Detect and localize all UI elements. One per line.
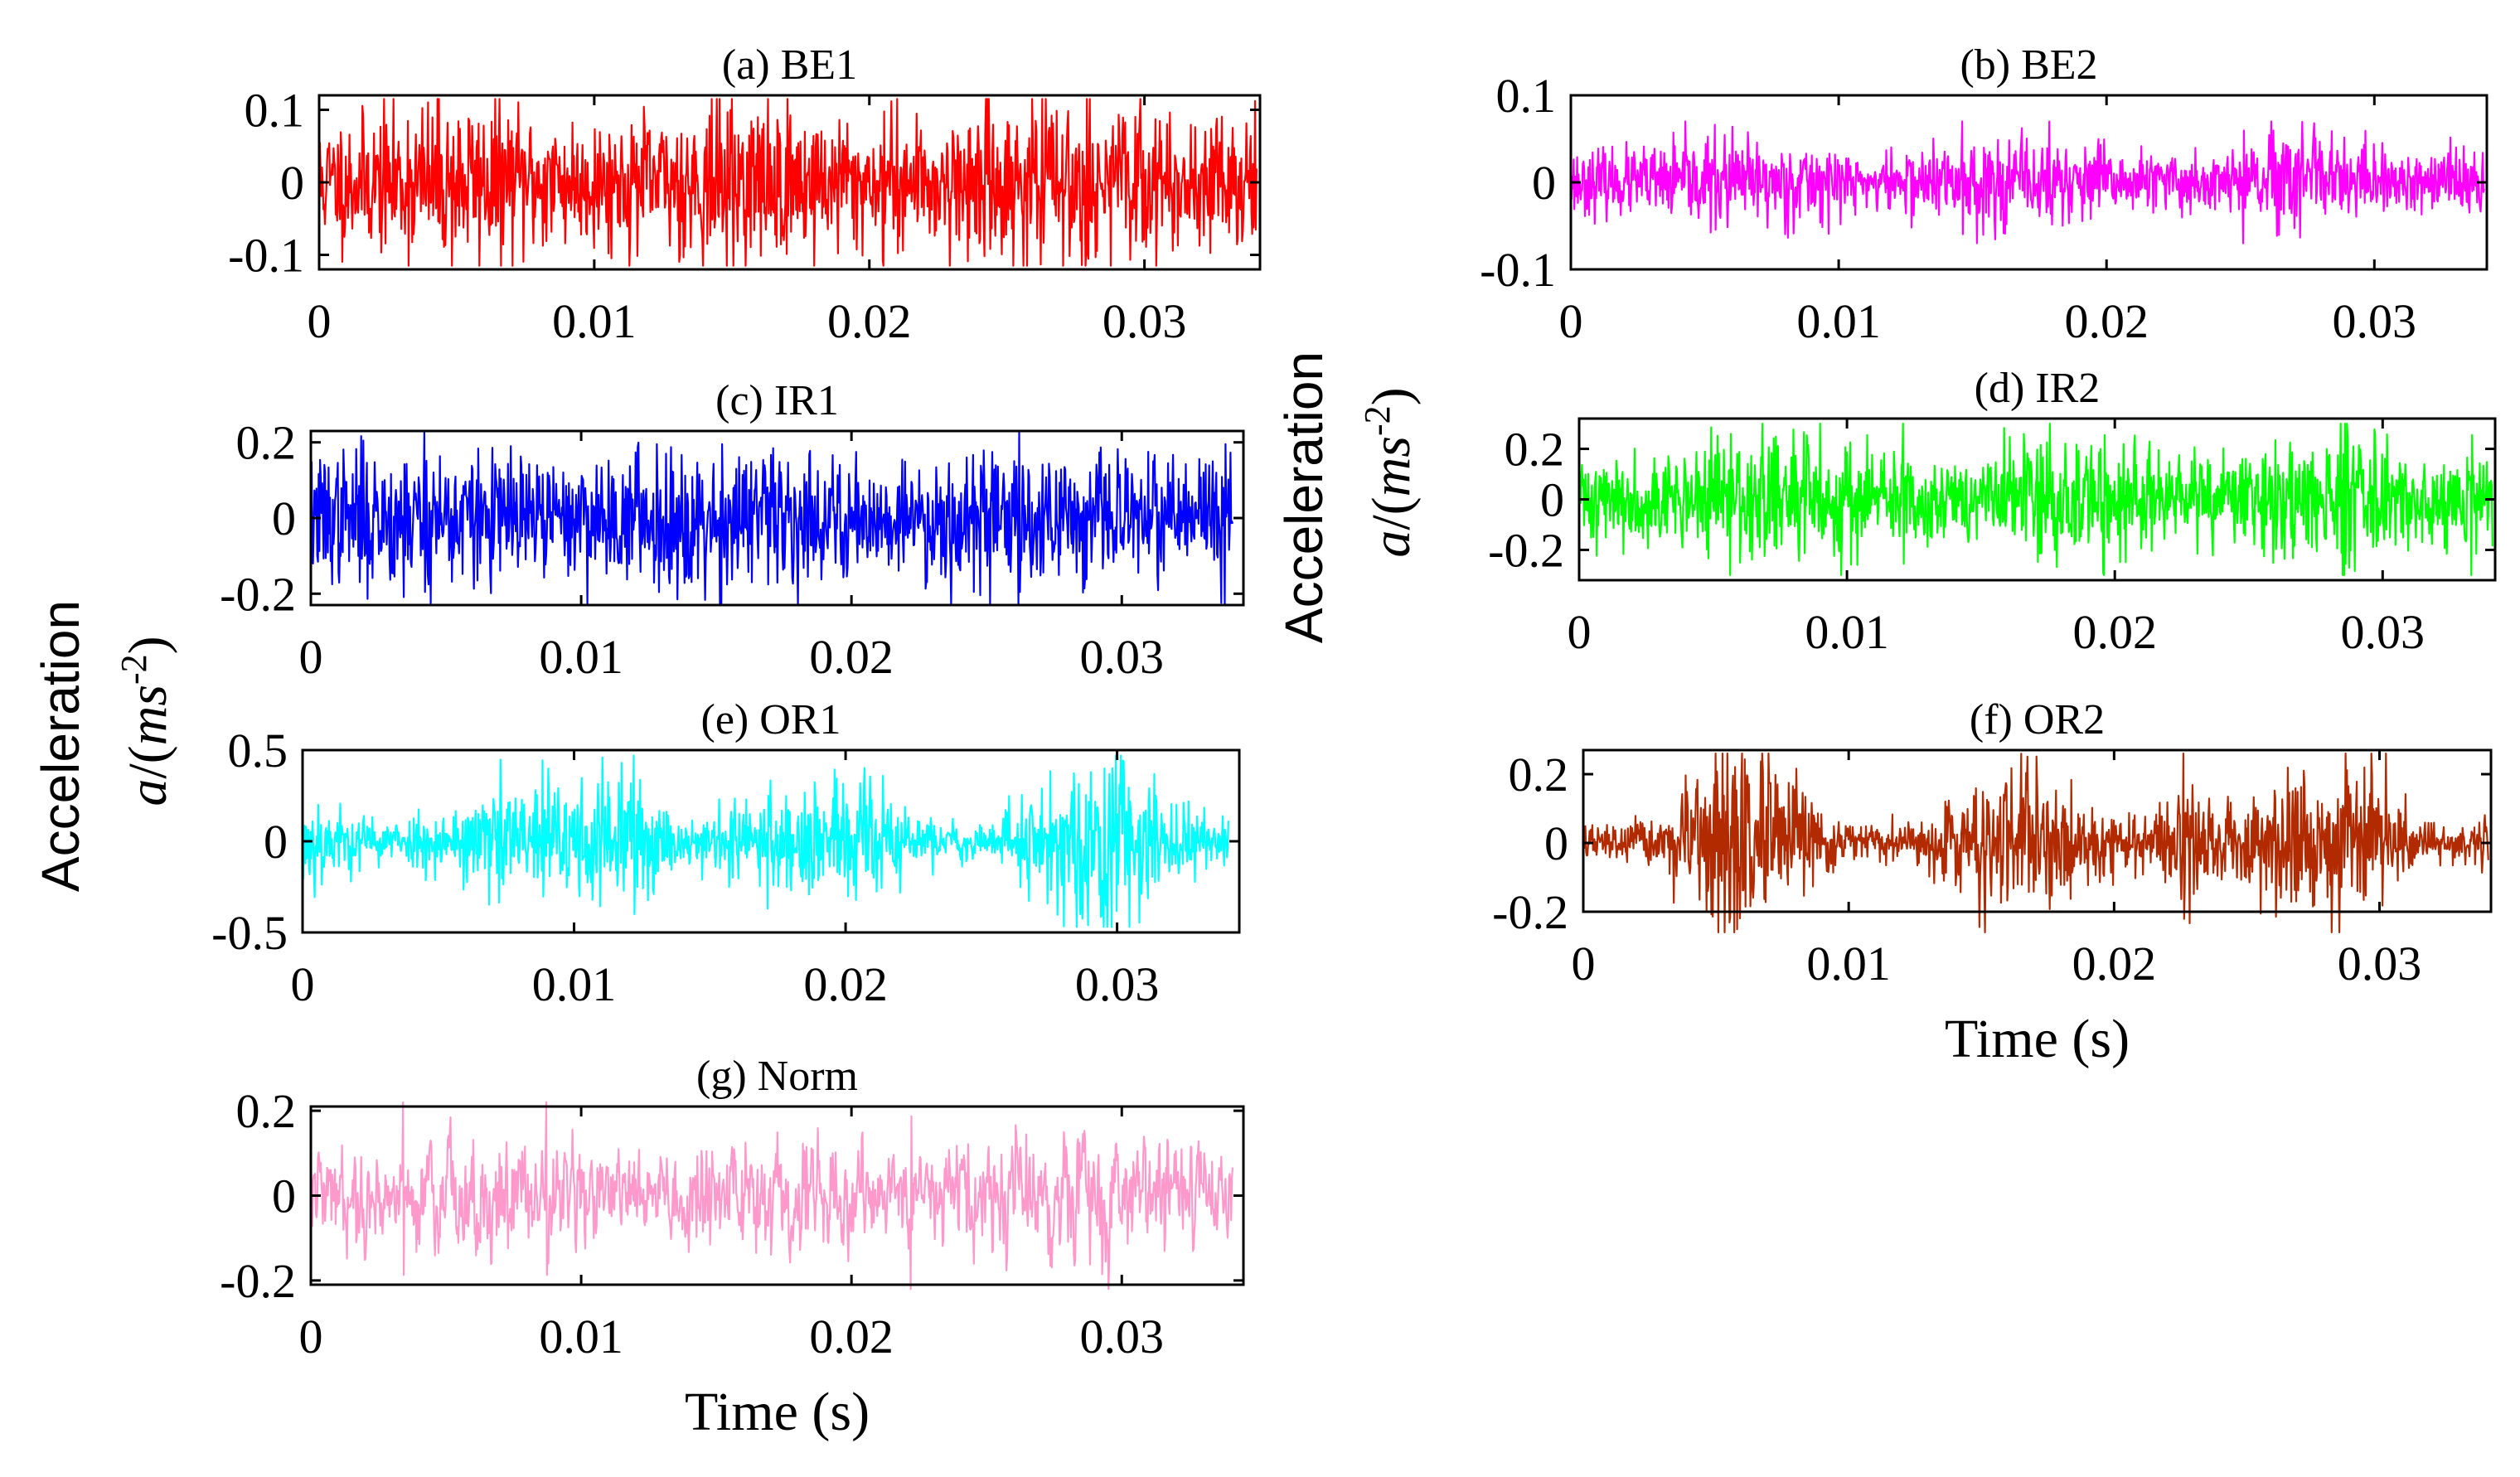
x-tick-label: 0.02 [809, 630, 894, 684]
y-tick-label: 0.2 [1505, 423, 1565, 477]
y-tick-label: -0.1 [228, 229, 304, 283]
subplot-title-d: (d) IR2 [1975, 365, 2101, 412]
subplot-title-a: (a) BE1 [722, 41, 857, 89]
y-tick-label: -0.1 [1480, 243, 1556, 297]
x-tick-label: 0.03 [2333, 294, 2417, 348]
x-tick-label: 0.02 [809, 1310, 894, 1363]
x-tick-label: 0.01 [539, 630, 623, 684]
x-tick-label: 0.03 [2338, 937, 2422, 990]
x-tick-label: 0.02 [803, 957, 888, 1011]
axes-frame-f [1582, 748, 2493, 913]
subplot-title-b: (b) BE2 [1960, 41, 2097, 89]
left-shared-ylabel: Acceleration a/(ms-2) [31, 600, 178, 892]
left-ylabel-unit: ms [118, 685, 178, 745]
subplot-title-c: (c) IR1 [715, 377, 839, 424]
y-tick-label: 0 [272, 1169, 296, 1223]
series-line-BE2 [1570, 120, 2485, 245]
y-tick-label: 0 [1540, 473, 1564, 527]
x-tick-label: 0 [1559, 294, 1583, 348]
x-tick-label: 0 [299, 630, 323, 684]
series-line-BE1 [317, 98, 1258, 267]
x-tick-label: 0.01 [532, 957, 617, 1011]
subplot-d: 0 0.01 0.02 0.030.20-0.2(d) IR2 [1488, 365, 2497, 659]
x-tick-label: 0.02 [2072, 937, 2157, 990]
series-line-OR1 [301, 754, 1229, 928]
y-tick-label: 0 [280, 156, 304, 210]
y-tick-label: 0.2 [236, 416, 297, 470]
series-line-OR2 [1582, 753, 2489, 933]
right-ylabel-a: a [1361, 530, 1422, 558]
x-tick-label: 0.01 [1805, 605, 1889, 659]
y-tick-label: -0.2 [1488, 523, 1564, 577]
right-ylabel-mid: /( [1361, 496, 1422, 530]
y-tick-label: -0.2 [220, 567, 296, 621]
y-tick-label: 0.2 [236, 1084, 297, 1138]
x-tick-label: 0 [1568, 605, 1592, 659]
x-tick-label: 0 [291, 957, 315, 1011]
series-line-IR2 [1577, 423, 2493, 576]
x-tick-label: 0.01 [539, 1310, 623, 1363]
x-tick-label: 0.03 [2341, 605, 2426, 659]
subplot-c: 0 0.01 0.02 0.030.20-0.2(c) IR1 [220, 377, 1245, 684]
x-tick-label: 0.02 [827, 294, 912, 348]
subplot-title-f: (f) OR2 [1970, 696, 2105, 743]
x-tick-label: 0.03 [1075, 957, 1160, 1011]
y-tick-label: 0 [272, 492, 296, 545]
right-ylabel-line1: Acceleration [1274, 351, 1334, 643]
y-tick-label: 0.1 [245, 84, 305, 138]
right-ylabel-line2: a/(ms-2) [1357, 387, 1422, 557]
x-tick-label: 0.03 [1080, 1310, 1165, 1363]
left-ylabel-close: ) [118, 636, 178, 654]
x-tick-label: 0.03 [1080, 630, 1165, 684]
x-tick-label: 0.03 [1102, 294, 1187, 348]
series-line-IR1 [309, 429, 1234, 607]
x-axis-label-f: Time (s) [1945, 1009, 2130, 1069]
x-tick-label: 0.01 [1796, 294, 1881, 348]
x-tick-label: 0.02 [2072, 605, 2157, 659]
x-tick-label: 0.02 [2064, 294, 2149, 348]
series-line-Norm [309, 1101, 1234, 1291]
subplot-e: 0 0.01 0.02 0.030.50-0.5(e) OR1 [211, 696, 1241, 1011]
x-tick-label: 0 [308, 294, 332, 348]
subplot-a: 0 0.01 0.02 0.030.10-0.1(a) BE1 [228, 41, 1262, 348]
y-tick-label: 0 [264, 815, 288, 869]
x-tick-label: 0 [299, 1310, 323, 1363]
right-shared-ylabel: Acceleration a/(ms-2) [1274, 351, 1422, 643]
right-ylabel-unit: ms [1361, 436, 1422, 496]
y-tick-label: -0.2 [220, 1254, 296, 1308]
subplot-title-e: (e) OR1 [701, 696, 841, 743]
y-tick-label: 0.1 [1496, 69, 1557, 123]
x-axis-label-g: Time (s) [685, 1382, 870, 1442]
left-ylabel-line2: a/(ms-2) [114, 636, 179, 806]
x-tick-label: 0 [1572, 937, 1596, 990]
left-ylabel-line1: Acceleration [31, 600, 90, 892]
y-tick-label: 0 [1532, 156, 1556, 210]
x-tick-label: 0.01 [552, 294, 637, 348]
y-tick-label: -0.2 [1492, 885, 1568, 939]
left-ylabel-exp: -2 [114, 654, 154, 685]
subplot-title-g: (g) Norm [696, 1053, 858, 1100]
y-tick-label: 0 [1544, 816, 1568, 870]
x-tick-label: 0.01 [1806, 937, 1891, 990]
left-ylabel-a: a [118, 779, 178, 806]
subplot-b: 0 0.01 0.02 0.030.10-0.1(b) BE2 [1480, 41, 2488, 348]
left-ylabel-mid: /( [118, 745, 178, 778]
right-ylabel-close: ) [1361, 387, 1422, 405]
y-tick-label: 0.5 [228, 724, 288, 777]
y-tick-label: -0.5 [211, 906, 288, 960]
y-tick-label: 0.2 [1509, 748, 1569, 801]
right-ylabel-exp: -2 [1357, 405, 1398, 436]
